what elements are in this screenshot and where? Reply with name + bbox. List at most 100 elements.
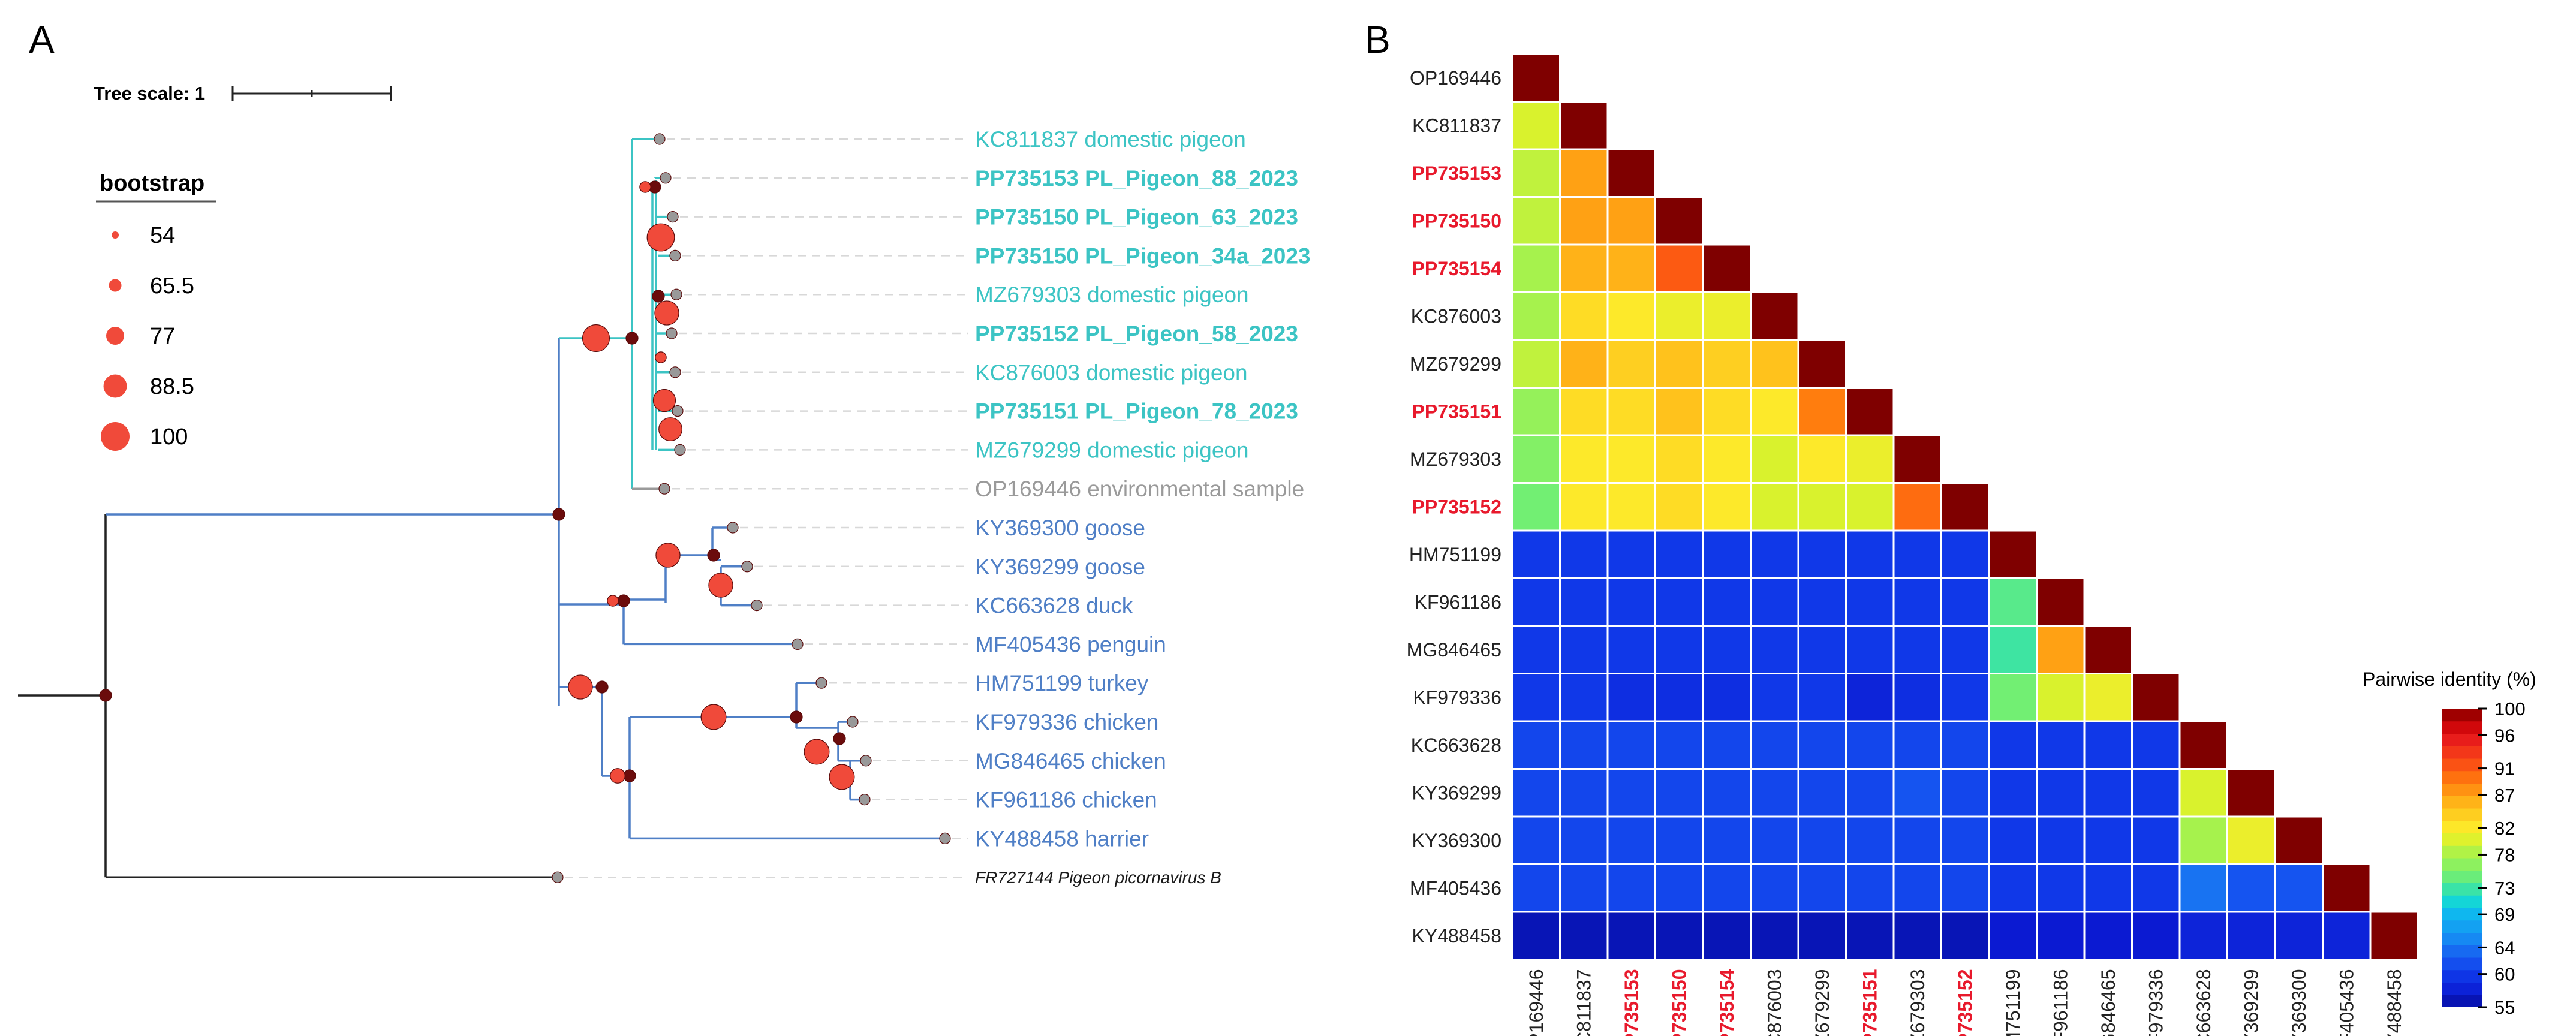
heatmap-cell bbox=[2083, 911, 2133, 960]
heatmap-diagonal-cell bbox=[2131, 673, 2181, 722]
heatmap-column-label: MF405436 bbox=[2336, 969, 2357, 1036]
tip-node bbox=[666, 327, 678, 339]
heatmap-cell bbox=[2131, 815, 2181, 865]
colorbar-segment bbox=[2442, 995, 2482, 1008]
heatmap-cell bbox=[1559, 196, 1609, 246]
heatmap-cell bbox=[1654, 577, 1704, 627]
heatmap-cell bbox=[1559, 339, 1609, 389]
tip-node bbox=[552, 871, 564, 883]
heatmap-cell bbox=[1797, 768, 1847, 818]
bootstrap-node bbox=[582, 324, 610, 353]
colorbar-tick-label: 87 bbox=[2494, 785, 2515, 806]
heatmap-cell bbox=[2083, 673, 2133, 722]
heatmap-diagonal-cell bbox=[1845, 387, 1895, 436]
colorbar-segment bbox=[2442, 845, 2482, 859]
colorbar-tick-label: 82 bbox=[2494, 818, 2515, 839]
internal-node bbox=[623, 769, 636, 782]
heatmap-cell bbox=[1654, 625, 1704, 674]
heatmap-cell bbox=[1606, 768, 1656, 818]
heatmap-row-label: KC876003 bbox=[1411, 305, 1501, 327]
tip-node bbox=[847, 716, 859, 728]
heatmap-row-label: MZ679299 bbox=[1410, 353, 1501, 375]
tip-label: PP735153 PL_Pigeon_88_2023 bbox=[975, 166, 1298, 191]
colorbar-segment bbox=[2442, 709, 2482, 722]
heatmap-cell bbox=[1511, 529, 1561, 579]
colorbar-tick-label: 78 bbox=[2494, 844, 2515, 865]
heatmap-cell bbox=[1606, 815, 1656, 865]
legend-bootstrap-circle bbox=[112, 231, 119, 239]
tip-label: PP735151 PL_Pigeon_78_2023 bbox=[975, 399, 1298, 424]
tip-node bbox=[859, 793, 871, 806]
tip-label: KY369300 goose bbox=[975, 516, 1145, 540]
colorbar-frame bbox=[2441, 708, 2483, 1008]
tip-label: KY369299 goose bbox=[975, 555, 1145, 579]
heatmap-row-labels: OP169446 KC811837 PP735153 PP735150 PP735154… bbox=[1407, 67, 1502, 947]
heatmap-cell bbox=[1988, 577, 2038, 627]
legend-bootstrap-label: 100 bbox=[150, 424, 188, 450]
heatmap-column-labels: OP169446 KC811837 PP735153 PP735150 PP735154… bbox=[1525, 969, 2405, 1036]
heatmap-row-label: KF961186 bbox=[1415, 591, 1501, 613]
heatmap-cell bbox=[1702, 720, 1752, 770]
heatmap-row-label: OP169446 bbox=[1410, 67, 1501, 89]
heatmap-cell bbox=[1892, 482, 1942, 532]
heatmap-cell bbox=[1511, 148, 1561, 198]
heatmap-cell bbox=[1845, 863, 1895, 913]
heatmap-row-label: KY488458 bbox=[1412, 925, 1501, 947]
legend-title: bootstrap bbox=[100, 171, 204, 196]
heatmap-row-label: PP735151 bbox=[1412, 400, 1501, 422]
heatmap-cell bbox=[1797, 863, 1847, 913]
heatmap-cell bbox=[1654, 339, 1704, 389]
phylogenetic-tree-panel: A Tree scale: 1 bootstrap 54 65.5 77 88.5 10… bbox=[18, 18, 1311, 887]
heatmap-cell bbox=[1654, 815, 1704, 865]
heatmap-cell bbox=[1892, 720, 1942, 770]
heatmap-cell bbox=[1511, 911, 1561, 960]
heatmap-cell bbox=[1702, 768, 1752, 818]
tip-node bbox=[654, 133, 666, 145]
heatmap-cell bbox=[1559, 529, 1609, 579]
tip-node bbox=[792, 638, 804, 650]
heatmap-cell bbox=[2036, 625, 2086, 674]
legend-bootstrap-circle bbox=[106, 327, 124, 345]
colorbar-segment bbox=[2442, 945, 2482, 958]
heatmap-cell bbox=[1654, 434, 1704, 484]
heatmap-cell bbox=[1845, 577, 1895, 627]
heatmap-cell bbox=[1606, 863, 1656, 913]
heatmap-cell bbox=[1511, 720, 1561, 770]
heatmap-cell bbox=[1511, 815, 1561, 865]
heatmap-column-label: KC663628 bbox=[2193, 969, 2214, 1036]
heatmap-row-label: KC663628 bbox=[1411, 734, 1501, 756]
heatmap-cell bbox=[2036, 768, 2086, 818]
heatmap-cell bbox=[1845, 720, 1895, 770]
heatmap-cell bbox=[1702, 673, 1752, 722]
heatmap-cell bbox=[1702, 911, 1752, 960]
heatmap-cell bbox=[2083, 815, 2133, 865]
heatmap-cell bbox=[1559, 291, 1609, 341]
heatmap-row-label: MF405436 bbox=[1410, 877, 1501, 899]
heatmap-cell bbox=[1940, 911, 1990, 960]
heatmap-column-label: PP735150 bbox=[1668, 969, 1690, 1036]
colorbar-segment bbox=[2442, 833, 2482, 846]
legend-bootstrap-label: 54 bbox=[150, 223, 175, 248]
heatmap-cell bbox=[1797, 482, 1847, 532]
heatmap-cell bbox=[1845, 434, 1895, 484]
heatmap-diagonal-cell bbox=[2226, 768, 2276, 818]
heatmap-cell bbox=[2036, 911, 2086, 960]
heatmap-diagonal-cell bbox=[1654, 196, 1704, 246]
heatmap-cell bbox=[1606, 577, 1656, 627]
heatmap-diagonal-cell bbox=[2322, 863, 2372, 913]
tip-node bbox=[741, 561, 753, 573]
heatmap-cell bbox=[1606, 911, 1656, 960]
heatmap-diagonal-cell bbox=[1750, 291, 1799, 341]
heatmap-cell bbox=[1511, 101, 1561, 150]
bootstrap-node bbox=[655, 351, 667, 363]
colorbar-tick-label: 91 bbox=[2494, 758, 2515, 779]
heatmap-cell bbox=[2178, 911, 2228, 960]
heatmap-cell bbox=[2036, 673, 2086, 722]
heatmap-cell bbox=[1892, 529, 1942, 579]
heatmap-cell bbox=[1940, 815, 1990, 865]
internal-node bbox=[617, 594, 630, 607]
legend-bootstrap-circle bbox=[109, 279, 122, 292]
heatmap-cell bbox=[1606, 625, 1656, 674]
heatmap-row-label: KY369300 bbox=[1412, 830, 1501, 851]
heatmap-cell bbox=[1892, 911, 1942, 960]
